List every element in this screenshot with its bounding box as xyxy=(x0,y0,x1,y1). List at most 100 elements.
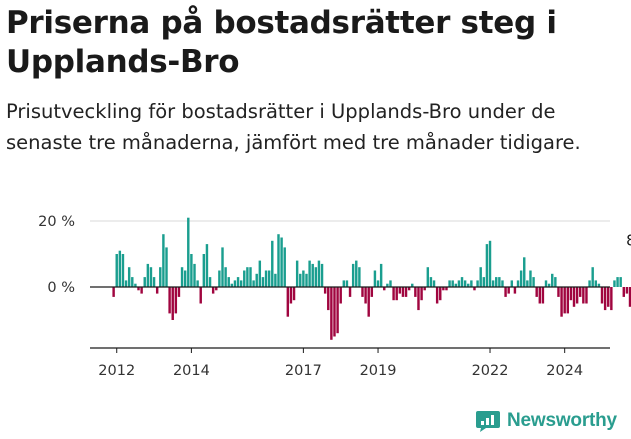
bar xyxy=(398,287,402,294)
bar xyxy=(560,287,563,317)
bar xyxy=(470,280,473,287)
bar xyxy=(323,287,327,294)
bar xyxy=(597,283,601,287)
bar xyxy=(162,234,165,287)
bar xyxy=(205,244,209,287)
bar xyxy=(516,280,520,287)
bar xyxy=(246,267,249,287)
bar xyxy=(535,287,538,297)
bar xyxy=(401,287,405,297)
bar xyxy=(227,277,230,287)
bar xyxy=(193,263,196,287)
bar xyxy=(249,267,252,287)
bar xyxy=(358,267,361,287)
bar xyxy=(308,260,311,287)
bar xyxy=(239,280,243,287)
bar xyxy=(252,280,255,287)
bar xyxy=(348,287,352,297)
bar xyxy=(333,287,336,337)
bar xyxy=(569,287,573,301)
bar xyxy=(292,287,296,301)
bar xyxy=(174,287,178,314)
bar xyxy=(454,283,458,287)
bar xyxy=(572,287,576,307)
bar xyxy=(460,277,464,287)
bar xyxy=(370,287,374,297)
bar xyxy=(426,267,430,287)
bar xyxy=(386,283,389,287)
bar xyxy=(339,287,342,304)
bar xyxy=(379,263,383,287)
x-tick-label: 2014 xyxy=(173,363,210,379)
bar xyxy=(230,283,234,287)
bar xyxy=(544,280,548,287)
y-tick-label: 0 % xyxy=(47,280,75,296)
bar xyxy=(140,287,143,294)
bar xyxy=(432,280,436,287)
bar xyxy=(566,287,570,314)
bar xyxy=(215,287,218,291)
bar xyxy=(575,287,579,304)
bar xyxy=(327,287,330,311)
bar xyxy=(286,287,290,317)
bar xyxy=(165,247,168,287)
bar xyxy=(155,287,159,294)
bar xyxy=(476,280,479,287)
bar xyxy=(289,287,293,304)
page-subtitle: Prisutveckling för bostadsrätter i Uppla… xyxy=(6,100,581,154)
bar xyxy=(187,217,190,287)
bar xyxy=(429,277,433,287)
bar xyxy=(554,277,557,287)
bar xyxy=(613,280,616,287)
bar xyxy=(435,287,439,304)
page-title: Priserna på bostadsrätter steg i Uppland… xyxy=(6,5,557,80)
bar xyxy=(261,277,265,287)
bar xyxy=(177,287,181,297)
y-tick-label: 20 % xyxy=(38,214,75,230)
x-tick-label: 2017 xyxy=(285,363,322,379)
bar xyxy=(218,270,221,287)
chart-axes xyxy=(90,286,610,353)
bar xyxy=(622,287,625,297)
bar xyxy=(491,280,495,287)
bar xyxy=(423,287,426,291)
bar xyxy=(224,267,227,287)
bar xyxy=(342,280,346,287)
bar xyxy=(152,277,156,287)
bar xyxy=(317,260,321,287)
bar xyxy=(171,287,174,320)
bar xyxy=(504,287,507,297)
brand-name: Newsworthy xyxy=(507,410,617,431)
bar xyxy=(488,240,492,287)
brand-logo: Newsworthy xyxy=(475,406,617,436)
bar xyxy=(507,287,510,294)
bar xyxy=(314,267,318,287)
bar xyxy=(532,277,535,287)
bar xyxy=(305,273,308,287)
bar xyxy=(146,263,150,287)
bar xyxy=(271,240,274,287)
bar xyxy=(591,267,594,287)
bar xyxy=(190,254,193,287)
bar xyxy=(383,287,386,291)
bar xyxy=(526,280,529,287)
bar xyxy=(501,280,504,287)
bar xyxy=(258,260,262,287)
bar xyxy=(134,283,137,287)
bar xyxy=(451,280,454,287)
bar xyxy=(233,280,237,287)
x-tick-label: 2024 xyxy=(546,363,583,379)
bar xyxy=(442,287,445,291)
bar xyxy=(582,287,585,304)
bar xyxy=(417,287,420,311)
bar xyxy=(448,280,451,287)
bar xyxy=(330,287,333,340)
bar xyxy=(467,283,470,287)
bar xyxy=(538,287,542,304)
latest-value-label: 8 % xyxy=(626,232,631,250)
bar xyxy=(414,287,417,297)
bar xyxy=(485,244,489,287)
bar xyxy=(395,287,398,301)
bar xyxy=(610,287,613,311)
bar xyxy=(600,287,604,304)
